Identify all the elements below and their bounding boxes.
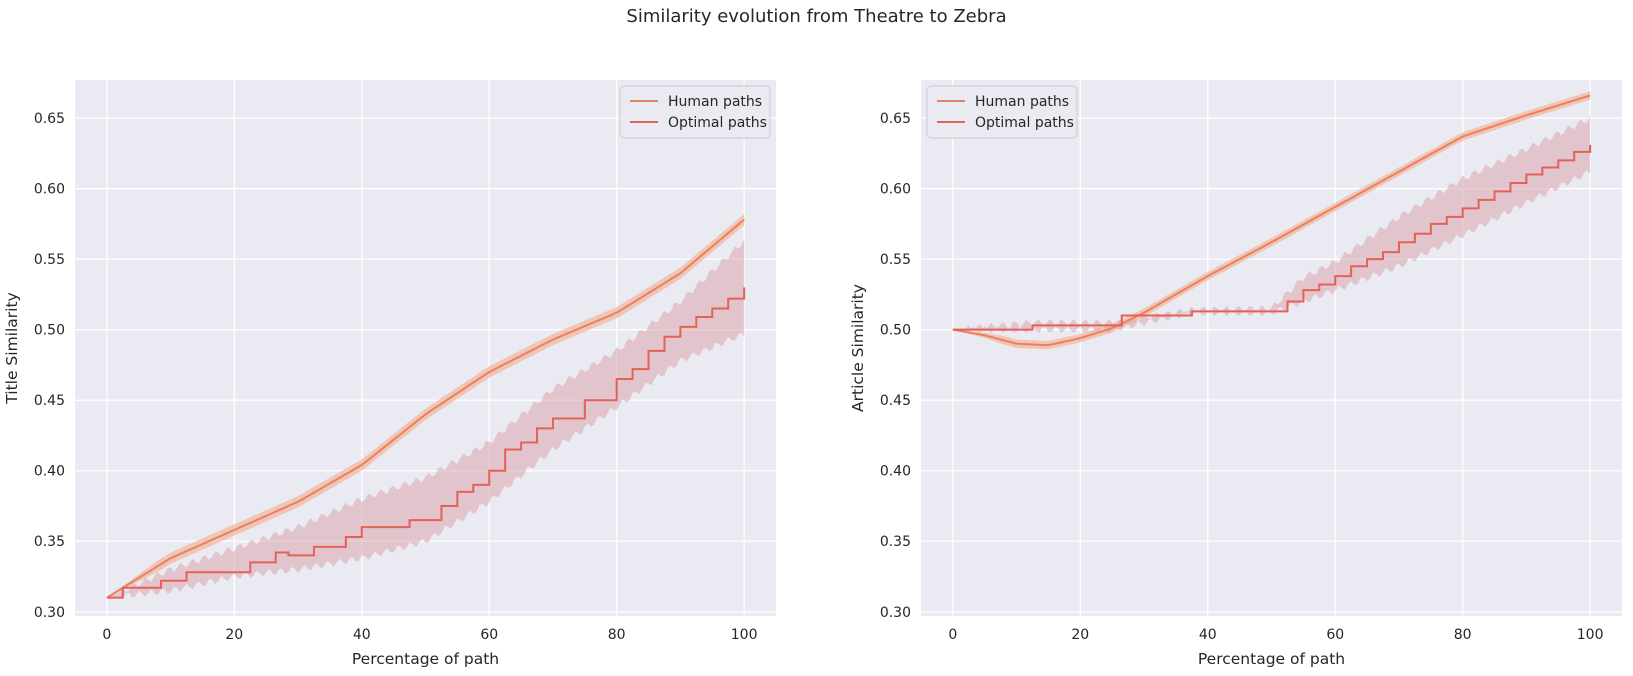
y-axis-label: Article Similarity xyxy=(849,284,867,412)
legend-optimal-label: Optimal paths xyxy=(668,115,767,131)
x-axis-label: Percentage of path xyxy=(1198,650,1345,668)
y-tick-label: 0.30 xyxy=(34,605,65,621)
x-tick-label: 40 xyxy=(353,627,371,643)
optimal-ci-band xyxy=(106,238,745,599)
x-tick-label: 80 xyxy=(1454,627,1472,643)
y-tick-label: 0.50 xyxy=(880,323,911,339)
x-axis-label: Percentage of path xyxy=(352,650,499,668)
human-ci-band xyxy=(952,91,1591,350)
y-tick-label: 0.45 xyxy=(880,393,911,409)
x-tick-label: 60 xyxy=(480,627,498,643)
x-tick-label: 60 xyxy=(1326,627,1344,643)
optimal-paths-line xyxy=(952,144,1592,331)
legend-human-label: Human paths xyxy=(975,94,1069,110)
human-paths-line xyxy=(952,94,1591,347)
x-tick-label: 20 xyxy=(1071,627,1089,643)
y-tick-label: 0.40 xyxy=(34,464,65,480)
legend-box xyxy=(926,85,1078,139)
x-tick-label: 100 xyxy=(1577,627,1604,643)
optimal-ci-band xyxy=(952,115,1591,334)
y-tick-label: 0.65 xyxy=(34,111,65,127)
y-tick-label: 0.45 xyxy=(34,393,65,409)
y-tick-label: 0.55 xyxy=(34,252,65,268)
optimal-paths-line xyxy=(106,287,746,599)
y-tick-label: 0.50 xyxy=(34,323,65,339)
x-tick-label: 100 xyxy=(731,627,758,643)
y-tick-label: 0.35 xyxy=(34,534,65,550)
y-tick-label: 0.35 xyxy=(880,534,911,550)
legend-box xyxy=(619,85,771,139)
y-tick-label: 0.60 xyxy=(880,182,911,198)
figure-title: Similarity evolution from Theatre to Zeb… xyxy=(626,6,1007,27)
y-tick-label: 0.65 xyxy=(880,111,911,127)
human-paths-line xyxy=(106,218,745,599)
x-tick-label: 40 xyxy=(1199,627,1217,643)
y-tick-label: 0.40 xyxy=(880,464,911,480)
x-tick-label: 0 xyxy=(102,627,111,643)
panel-1: 0 20 40 60 80 100 0.30 0.35 0.40 0.45 0.50 0.55 0.60… xyxy=(3,80,776,668)
legend: Human paths Optimal paths xyxy=(926,85,1078,139)
y-tick-label: 0.60 xyxy=(34,182,65,198)
legend-human-label: Human paths xyxy=(668,94,762,110)
x-tick-label: 0 xyxy=(948,627,957,643)
x-tick-label: 20 xyxy=(225,627,243,643)
legend-optimal-label: Optimal paths xyxy=(975,115,1074,131)
y-tick-label: 0.30 xyxy=(880,605,911,621)
y-axis-label: Title Similarity xyxy=(3,292,21,404)
legend: Human paths Optimal paths xyxy=(619,85,771,139)
panel-2: 0 20 40 60 80 100 0.30 0.35 0.40 0.45 0.50 0.55 0.60… xyxy=(849,80,1622,668)
y-tick-label: 0.55 xyxy=(880,252,911,268)
x-tick-label: 80 xyxy=(608,627,626,643)
